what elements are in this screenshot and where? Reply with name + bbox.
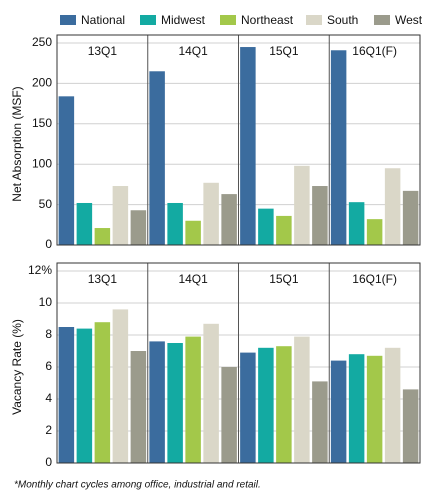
bar xyxy=(185,220,201,245)
legend-swatch xyxy=(220,15,236,25)
y-tick-label: 150 xyxy=(32,116,52,130)
bar xyxy=(402,190,419,245)
bar xyxy=(185,336,201,463)
y-tick-label: 0 xyxy=(45,455,52,469)
plot-frame xyxy=(56,262,421,464)
category-label: 15Q1 xyxy=(269,272,299,286)
bar xyxy=(149,341,165,463)
y-axis-title: Net Absorption (MSF) xyxy=(10,86,24,201)
bar xyxy=(76,328,93,463)
y-tick-label: 50 xyxy=(39,197,53,211)
bar xyxy=(384,347,401,463)
legend-label: National xyxy=(81,13,125,27)
y-tick-label: 200 xyxy=(32,76,52,90)
bar xyxy=(221,194,237,245)
bar xyxy=(203,182,219,245)
bar xyxy=(366,219,383,245)
bar xyxy=(348,202,365,245)
bar xyxy=(203,323,219,463)
bar xyxy=(276,346,292,463)
bar xyxy=(58,327,75,463)
bar xyxy=(149,71,165,245)
bar xyxy=(58,96,75,245)
y-tick-label: 12% xyxy=(28,263,52,277)
bar xyxy=(94,322,111,463)
legend-label: Midwest xyxy=(161,13,206,27)
bar xyxy=(294,165,310,245)
category-label: 15Q1 xyxy=(269,44,299,58)
bar xyxy=(112,186,129,245)
legend-swatch xyxy=(140,15,156,25)
y-tick-label: 10 xyxy=(39,295,53,309)
bar xyxy=(294,336,310,463)
bar xyxy=(312,186,328,245)
legend-swatch xyxy=(306,15,322,25)
category-label: 16Q1(F) xyxy=(352,44,397,58)
bar xyxy=(366,355,383,463)
category-label: 13Q1 xyxy=(88,44,118,58)
y-tick-label: 0 xyxy=(45,237,52,251)
bar xyxy=(402,389,419,463)
y-tick-label: 8 xyxy=(45,327,52,341)
y-tick-label: 4 xyxy=(45,391,52,405)
plot-frame xyxy=(56,34,421,246)
y-tick-label: 2 xyxy=(45,423,52,437)
bar xyxy=(167,343,183,463)
y-tick-label: 6 xyxy=(45,359,52,373)
bar xyxy=(94,228,111,245)
y-tick-label: 250 xyxy=(32,35,52,49)
category-label: 16Q1(F) xyxy=(352,272,397,286)
legend-swatch xyxy=(374,15,390,25)
bar xyxy=(76,202,93,245)
bar xyxy=(112,309,129,463)
y-axis-title: Vacancy Rate (%) xyxy=(10,319,24,415)
bar xyxy=(348,354,365,463)
bar xyxy=(130,351,147,463)
bar xyxy=(221,367,237,463)
bar xyxy=(330,50,347,245)
legend-label: West xyxy=(395,13,423,27)
category-label: 13Q1 xyxy=(88,272,118,286)
bar xyxy=(330,360,347,463)
bar xyxy=(258,347,274,463)
bar xyxy=(167,202,183,245)
bar xyxy=(276,215,292,245)
bar xyxy=(312,381,328,463)
y-tick-label: 100 xyxy=(32,156,52,170)
bar xyxy=(130,210,147,245)
category-label: 14Q1 xyxy=(178,44,208,58)
footnote: *Monthly chart cycles among office, indu… xyxy=(14,480,261,491)
bar xyxy=(384,168,401,245)
legend-swatch xyxy=(60,15,76,25)
bar xyxy=(258,208,274,245)
bar xyxy=(240,47,256,245)
legend-label: South xyxy=(327,13,358,27)
category-label: 14Q1 xyxy=(178,272,208,286)
bar xyxy=(240,352,256,463)
legend-label: Northeast xyxy=(241,13,294,27)
